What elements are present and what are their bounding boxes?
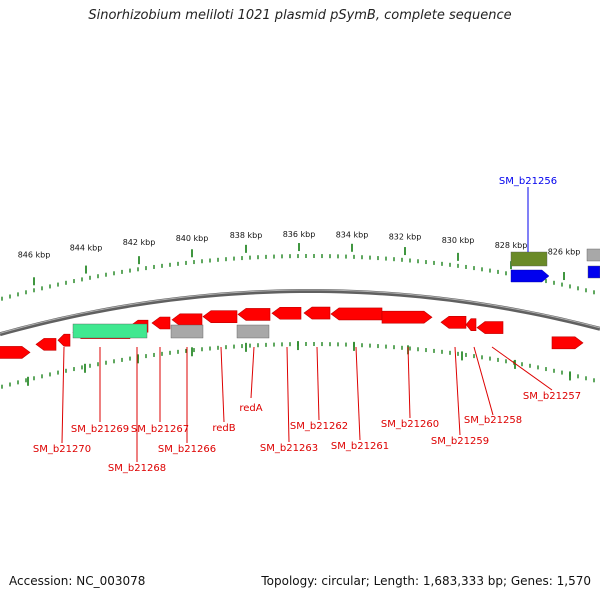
feature-block xyxy=(510,251,548,267)
scale-label: 846 kbp xyxy=(18,251,51,260)
gene-label: SM_b21266 xyxy=(158,444,216,455)
gene-leader-line xyxy=(407,346,411,419)
gene-arrow xyxy=(202,310,238,323)
scale-label: 838 kbp xyxy=(230,231,263,240)
gene-arrow xyxy=(57,333,71,347)
gene-leader-line xyxy=(491,346,553,391)
gene-arrow xyxy=(465,318,477,331)
gene-leader-line xyxy=(473,346,494,416)
map-title: Sinorhizobium meliloti 1021 plasmid pSym… xyxy=(88,8,512,23)
gene-leader-line xyxy=(355,346,361,441)
gene-label: SM_b21257 xyxy=(523,391,581,402)
gene-label: redA xyxy=(239,403,262,414)
gene-leader-line xyxy=(286,346,290,443)
scale-label: 844 kbp xyxy=(70,244,103,253)
pseudogene-feature xyxy=(236,324,270,339)
feature-arrow xyxy=(510,269,550,283)
gene-leader-line xyxy=(61,346,65,444)
scale-label: 826 kbp xyxy=(548,247,581,256)
gene-arrow xyxy=(151,316,171,330)
gene-label: SM_b21263 xyxy=(260,443,318,454)
backbone-highlight xyxy=(0,289,600,334)
gene-label: SM_b21259 xyxy=(431,436,489,447)
gene-arrow xyxy=(35,338,57,351)
pseudogene-feature xyxy=(170,324,204,339)
gene-arrow xyxy=(237,308,271,321)
scale-label: 828 kbp xyxy=(495,241,528,250)
rna-feature xyxy=(72,323,148,339)
scale-label: 832 kbp xyxy=(389,232,422,241)
gene-label: SM_b21269 xyxy=(71,424,129,435)
gene-leader-line xyxy=(220,346,225,423)
feature-block xyxy=(587,265,600,279)
topology-label: Topology: circular; Length: 1,683,333 bp… xyxy=(261,574,591,588)
gene-arrow xyxy=(440,315,467,329)
scale-label: 836 kbp xyxy=(283,230,316,239)
gene-label: SM_b21270 xyxy=(33,444,91,455)
gene-arrow xyxy=(476,321,504,334)
gene-label: SM_b21267 xyxy=(131,424,189,435)
gene-arrow xyxy=(171,313,203,327)
gene-arrow xyxy=(551,336,584,350)
scale-label: 842 kbp xyxy=(123,238,156,247)
gene-leader-line xyxy=(454,346,461,436)
gene-label: redB xyxy=(212,423,235,434)
pseudogene-feature xyxy=(586,248,600,262)
backbone-line xyxy=(0,288,600,337)
gene-label: SM_b21268 xyxy=(108,463,166,474)
gene-arrow xyxy=(0,346,31,359)
gene-label: SM_b21258 xyxy=(464,415,522,426)
gene-leader-line xyxy=(316,346,320,421)
scale-label: 840 kbp xyxy=(176,234,209,243)
gene-arrow xyxy=(330,307,383,321)
gene-label: SM_b21262 xyxy=(290,421,348,432)
scale-label: 830 kbp xyxy=(442,236,475,245)
gene-arrow xyxy=(303,306,331,320)
accession-label: Accession: NC_003078 xyxy=(9,574,146,588)
gene-label: SM_b21260 xyxy=(381,419,439,430)
gene-leader-line xyxy=(250,346,255,399)
gene-arrow xyxy=(381,310,433,324)
gene-label: SM_b21261 xyxy=(331,441,389,452)
gene-arrow xyxy=(271,306,302,320)
gene-label: SM_b21256 xyxy=(499,176,557,187)
scale-label: 834 kbp xyxy=(336,230,369,239)
